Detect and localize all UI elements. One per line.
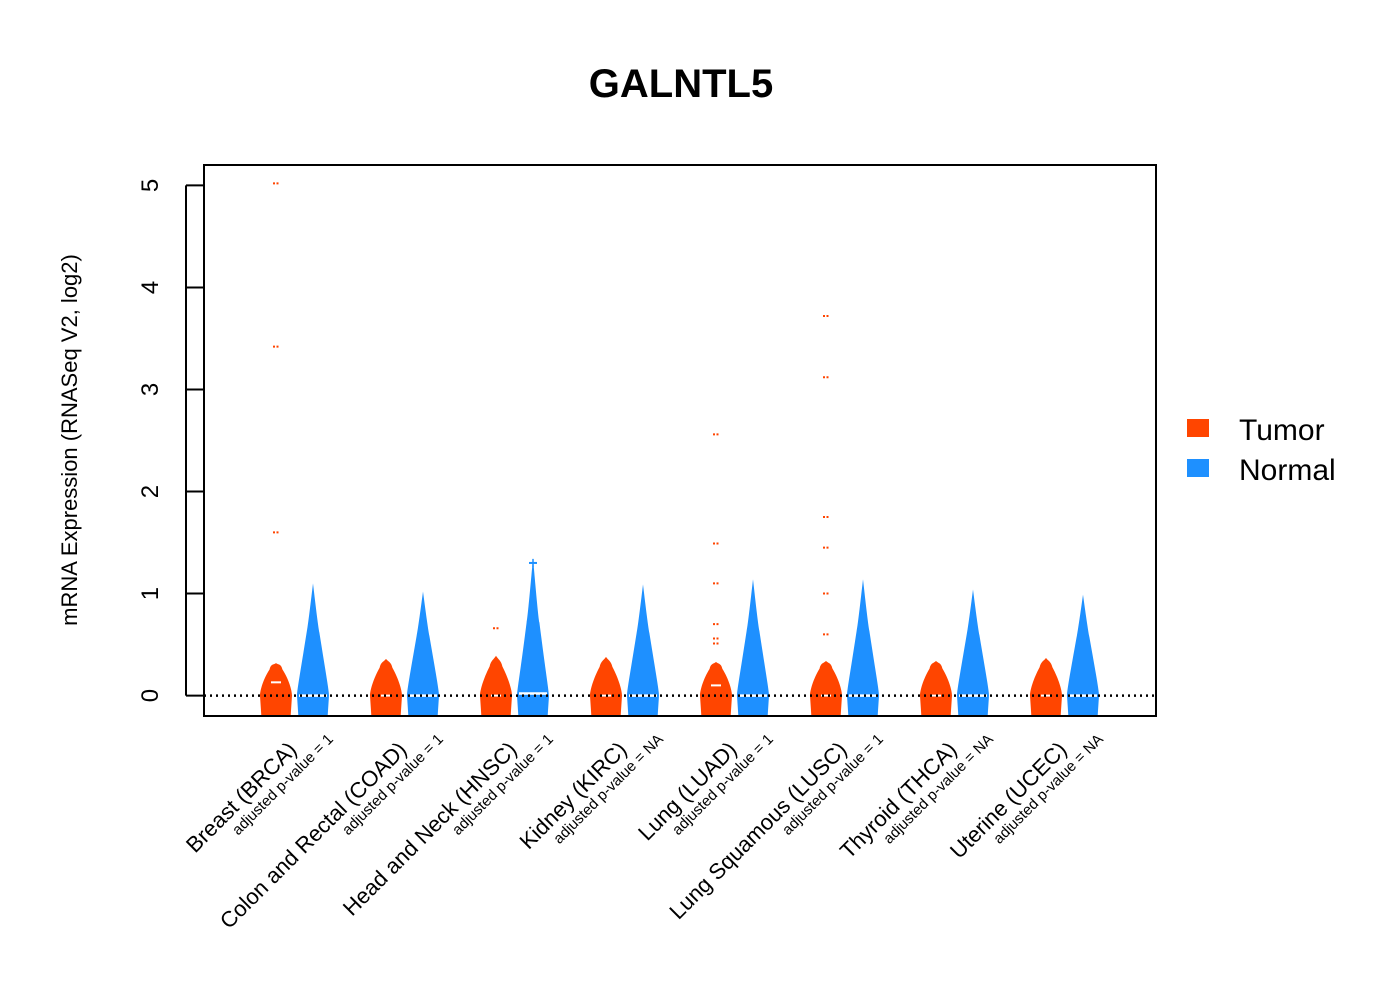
x-category-label-lung-squamous-lusc: Lung Squamous (LUSC) [664,737,851,924]
normal-violin-thyroid-thca [957,589,989,715]
plot-frame [203,164,1157,717]
normal-violin-breast-brca [297,583,329,715]
normal-violin-lung-squamous-lusc [847,579,879,715]
category-group-breast-brca [260,182,329,715]
chart-title: GALNTL5 [589,62,773,106]
tumor-violin-colon-and-rectal-coad [370,658,402,715]
y-tick-label-5: 5 [137,179,164,192]
category-group-head-and-neck-hnsc [480,557,549,715]
legend: Tumor Normal [1187,414,1336,487]
y-tick-label-0: 0 [137,689,164,702]
y-tick-label-4: 4 [137,281,164,294]
tumor-violin-kidney-kirc [590,656,622,715]
tumor-violin-lung-luad [700,661,732,715]
y-tick-label-3: 3 [137,383,164,396]
tumor-violin-thyroid-thca [920,660,952,715]
x-category-label-breast-brca: Breast (BRCA) [181,737,302,858]
normal-violin-uterine-ucec [1067,594,1099,715]
category-group-uterine-ucec [1030,594,1099,715]
normal-violin-kidney-kirc [627,584,659,715]
category-group-lung-squamous-lusc [810,315,879,715]
category-group-colon-and-rectal-coad [370,591,439,715]
tumor-violin-breast-brca [260,662,292,715]
legend-label-tumor: Tumor [1239,414,1325,447]
legend-swatch-normal [1187,459,1209,477]
normal-violin-colon-and-rectal-coad [407,591,439,715]
y-tick-label-2: 2 [137,485,164,498]
tumor-violin-head-and-neck-hnsc [480,655,512,715]
category-group-lung-luad [700,433,769,715]
y-tick-label-1: 1 [137,587,164,600]
legend-label-normal: Normal [1239,454,1336,487]
tumor-violin-lung-squamous-lusc [810,660,842,715]
y-axis-label: mRNA Expression (RNASeq V2, log2) [57,254,82,626]
normal-violin-lung-luad [737,579,769,715]
legend-swatch-tumor [1187,419,1209,437]
normal-violin-head-and-neck-hnsc [517,557,549,715]
tumor-violin-uterine-ucec [1030,657,1062,715]
